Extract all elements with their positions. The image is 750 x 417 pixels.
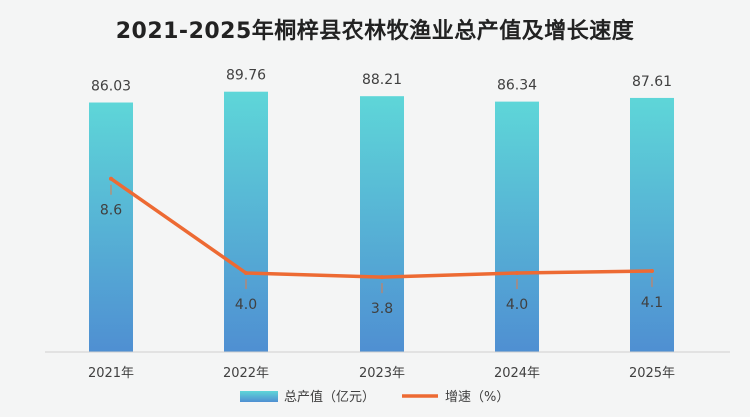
growth-point-3: [515, 271, 519, 275]
bar-3: [495, 101, 539, 352]
x-tick-label-2: 2023年: [359, 366, 405, 381]
growth-value-label-1: 4.0: [235, 297, 257, 313]
bar-value-label-3: 86.34: [497, 78, 537, 94]
legend: 总产值（亿元） 增速（%）: [240, 389, 509, 405]
labels-layer: 86.03 89.76 88.21 86.34 87.61 8.6 4.0 3.8 4.0 4.1: [91, 68, 672, 317]
bar-value-label-2: 88.21: [362, 72, 402, 88]
growth-point-4: [650, 268, 654, 273]
x-tick-label-3: 2024年: [494, 366, 540, 381]
bar-value-label-1: 89.76: [226, 68, 266, 84]
growth-value-label-2: 3.8: [371, 301, 393, 317]
bars-layer: [89, 91, 674, 353]
bar-2: [360, 96, 404, 352]
bar-4: [630, 97, 674, 352]
growth-value-label-4: 4.1: [641, 295, 663, 311]
bar-0: [89, 102, 133, 352]
bar-value-label-4: 87.61: [632, 74, 672, 90]
growth-point-2: [380, 275, 384, 280]
x-tick-label-1: 2022年: [223, 366, 269, 381]
growth-point-0: [109, 176, 113, 181]
legend-line-label: 增速（%）: [445, 390, 509, 405]
x-tick-label-4: 2025年: [629, 366, 675, 381]
bar-1: [224, 91, 268, 353]
legend-bar-label: 总产值（亿元）: [284, 389, 375, 405]
legend-bar-swatch: [240, 391, 278, 402]
growth-value-label-3: 4.0: [506, 297, 528, 313]
chart-title: 2021-2025年桐梓县农林牧渔业总产值及增长速度: [115, 19, 635, 44]
line-layer: [109, 176, 654, 294]
growth-value-label-0: 8.6: [100, 203, 122, 219]
ticks-layer: 2021年 2022年 2023年 2024年 2025年: [88, 366, 675, 381]
growth-point-1: [244, 271, 248, 275]
bar-value-label-0: 86.03: [91, 79, 131, 95]
x-tick-label-0: 2021年: [88, 366, 134, 381]
